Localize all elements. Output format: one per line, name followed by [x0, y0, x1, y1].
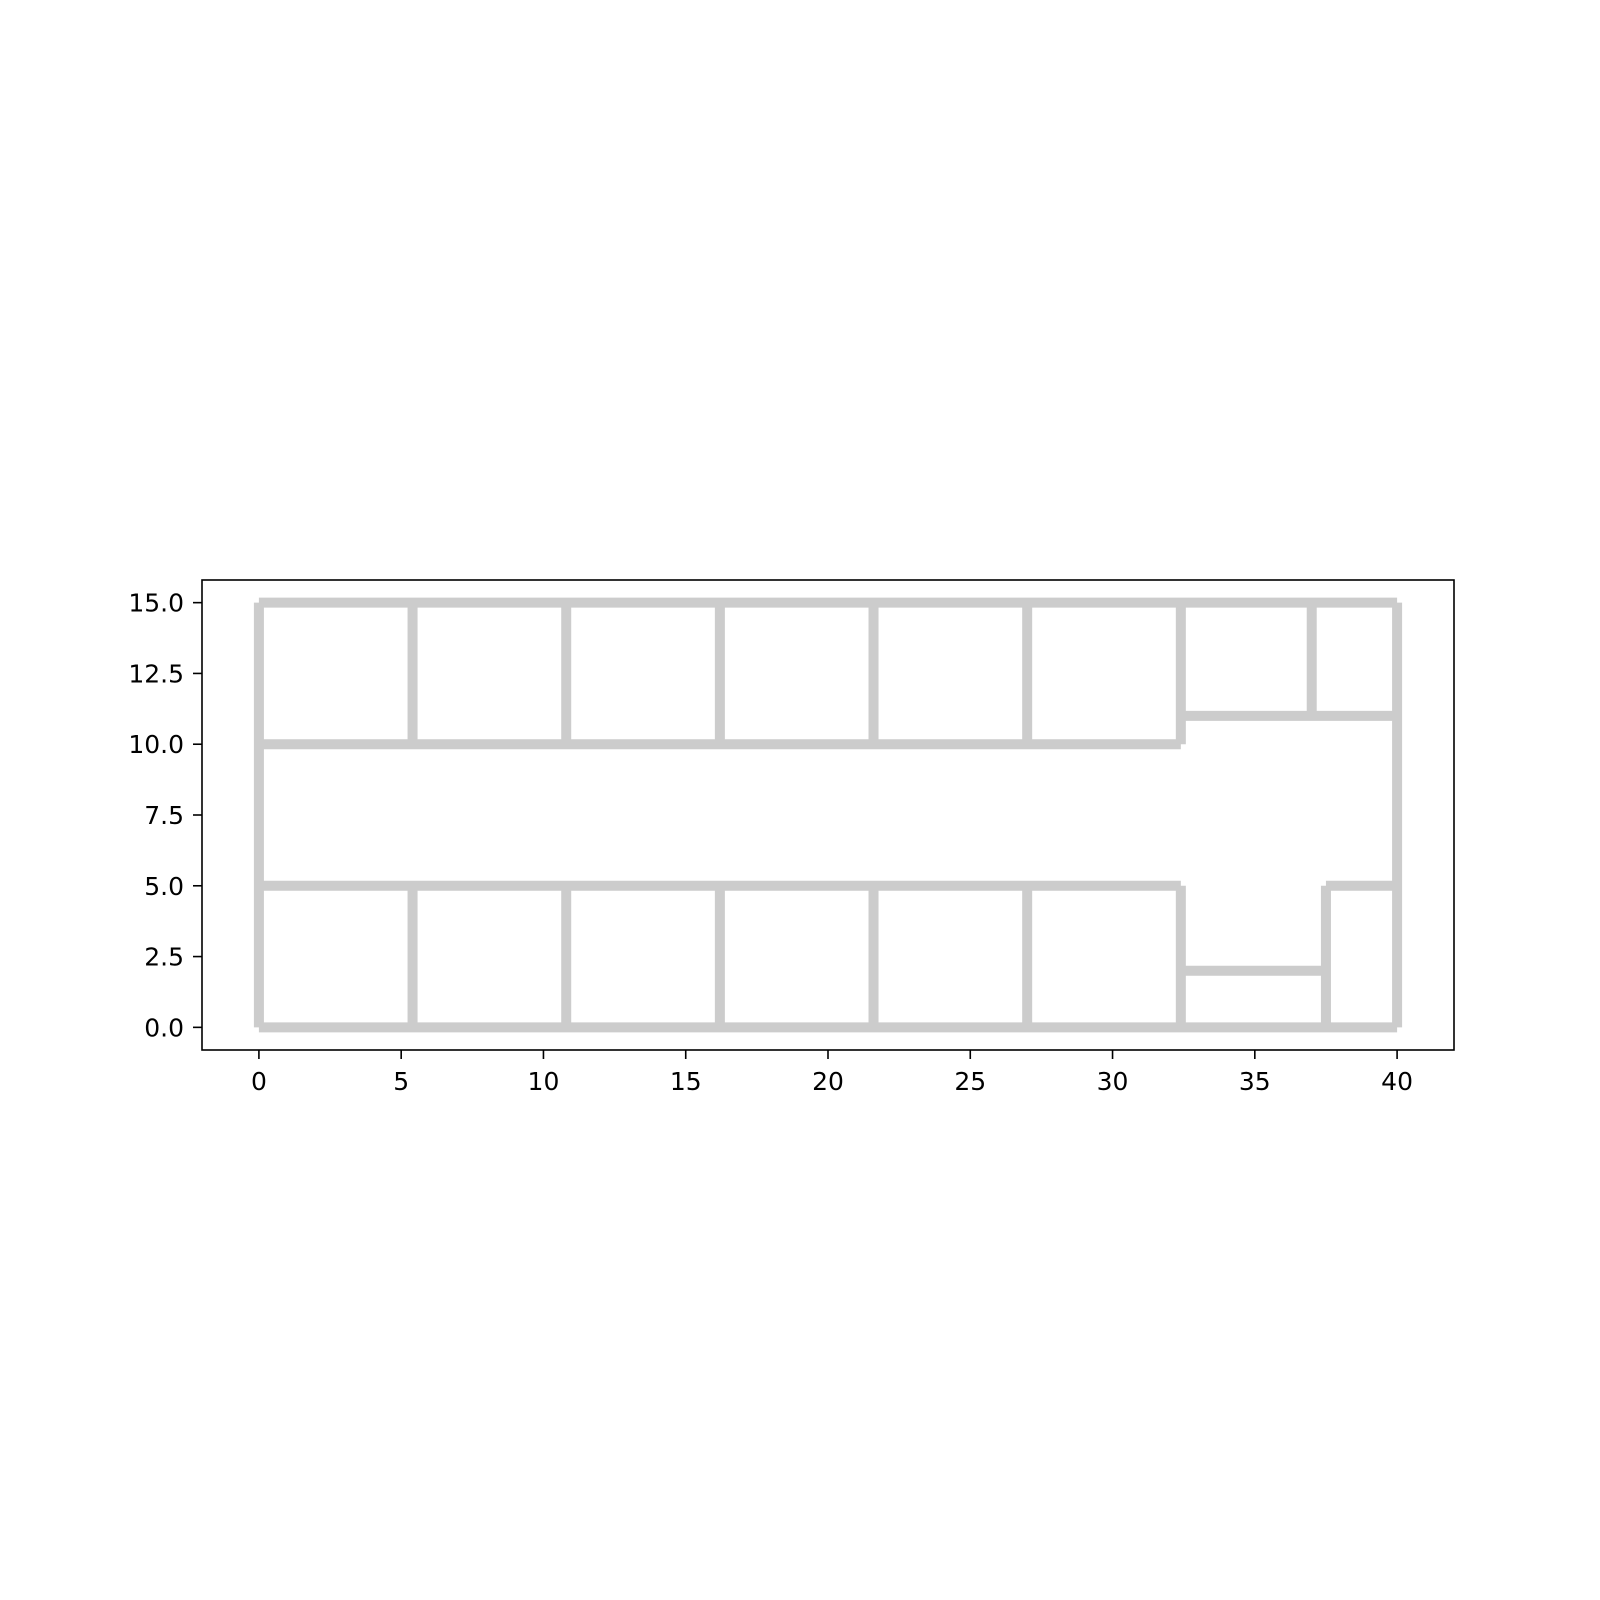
- x-tick-label: 35: [1239, 1067, 1271, 1096]
- y-tick-label: 5.0: [144, 872, 184, 901]
- x-tick-label: 0: [251, 1067, 267, 1096]
- y-tick-label: 10.0: [128, 730, 184, 759]
- x-tick-label: 5: [393, 1067, 409, 1096]
- x-tick-label: 30: [1097, 1067, 1129, 1096]
- x-tick-label: 10: [528, 1067, 560, 1096]
- y-tick-label: 12.5: [128, 659, 184, 688]
- x-tick-label: 40: [1381, 1067, 1413, 1096]
- y-tick-label: 15.0: [128, 589, 184, 618]
- x-tick-label: 20: [812, 1067, 844, 1096]
- y-tick-label: 7.5: [144, 801, 184, 830]
- x-tick-label: 15: [670, 1067, 702, 1096]
- y-tick-label: 0.0: [144, 1013, 184, 1042]
- x-tick-label: 25: [954, 1067, 986, 1096]
- y-tick-label: 2.5: [144, 943, 184, 972]
